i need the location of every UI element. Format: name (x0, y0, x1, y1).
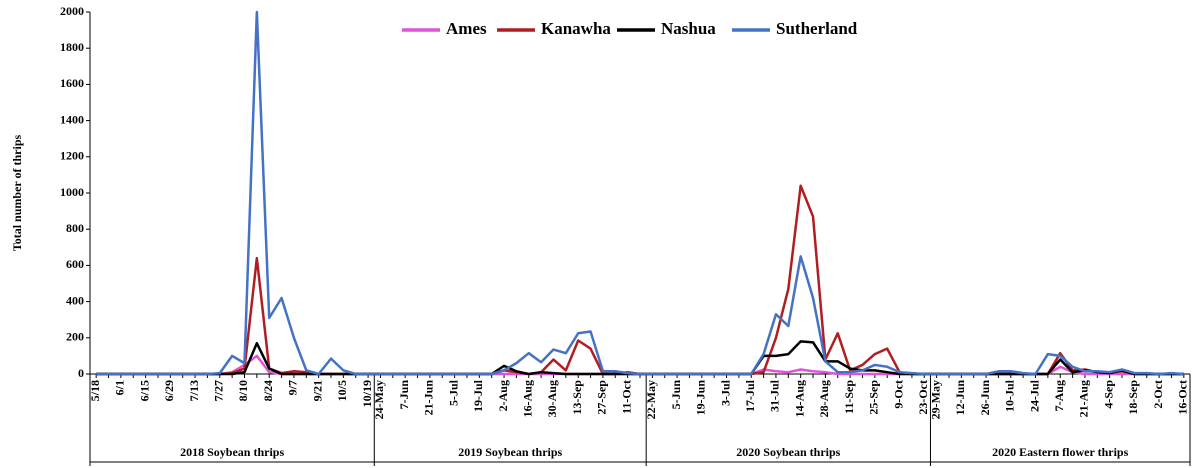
x-tick-label: 8/10 (236, 380, 250, 401)
series-line (96, 354, 1184, 376)
group-label: 2020 Eastern flower thrips (992, 445, 1128, 459)
x-tick-label: 12-Jun (953, 380, 967, 416)
legend-label: Ames (446, 19, 487, 38)
x-tick-label: 31-Jul (768, 379, 782, 412)
legend-label: Kanawha (541, 19, 611, 38)
y-tick-label: 0 (78, 366, 84, 380)
x-tick-label: 10/5 (335, 380, 349, 401)
x-tick-label: 17-Jul (743, 379, 757, 412)
group-label: 2019 Soybean thrips (458, 445, 562, 459)
x-tick-label: 30-Aug (545, 380, 559, 417)
y-tick-label: 1800 (60, 40, 84, 54)
x-tick-label: 29-May (928, 380, 942, 419)
x-tick-label: 9/7 (286, 380, 300, 395)
x-tick-label: 25-Sep (867, 380, 881, 415)
x-tick-label: 23-Oct (916, 380, 930, 415)
x-tick-label: 7-Jun (397, 380, 411, 410)
x-tick-label: 5/18 (88, 380, 102, 401)
x-tick-label: 2-Aug (496, 380, 510, 411)
x-tick-label: 24-May (372, 380, 386, 419)
x-tick-label: 7-Aug (1052, 380, 1066, 411)
x-tick-label: 18-Sep (1126, 380, 1140, 415)
x-tick-label: 7/27 (212, 380, 226, 401)
y-tick-label: 2000 (60, 4, 84, 18)
legend-label: Sutherland (776, 19, 858, 38)
y-tick-label: 800 (66, 221, 84, 235)
x-tick-label: 11-Oct (619, 380, 633, 414)
x-tick-label: 6/1 (113, 380, 127, 395)
x-tick-label: 13-Sep (570, 380, 584, 415)
x-tick-label: 22-May (644, 380, 658, 419)
y-tick-label: 400 (66, 293, 84, 307)
x-tick-label: 21-Aug (1077, 380, 1091, 417)
x-tick-label: 8/24 (261, 380, 275, 401)
y-tick-label: 1400 (60, 112, 84, 126)
y-tick-label: 1200 (60, 149, 84, 163)
x-tick-label: 2-Oct (1151, 380, 1165, 409)
x-tick-label: 16-Oct (1176, 380, 1190, 415)
x-tick-label: 6/29 (162, 380, 176, 401)
y-tick-label: 600 (66, 257, 84, 271)
x-tick-label: 28-Aug (817, 380, 831, 417)
y-tick-label: 1600 (60, 76, 84, 90)
x-tick-label: 3-Jul (718, 379, 732, 406)
y-axis-label: Total number of thrips (10, 134, 24, 251)
y-tick-label: 1000 (60, 185, 84, 199)
x-tick-label: 9-Oct (891, 380, 905, 409)
x-tick-label: 10/19 (360, 380, 374, 407)
x-tick-label: 5-Jun (669, 380, 683, 410)
group-label: 2018 Soybean thrips (180, 445, 284, 459)
x-tick-label: 21-Jun (422, 380, 436, 416)
x-tick-label: 11-Sep (842, 380, 856, 414)
x-tick-label: 7/13 (187, 380, 201, 401)
x-tick-label: 14-Aug (792, 380, 806, 417)
x-tick-label: 19-Jul (471, 379, 485, 412)
x-tick-label: 26-Jun (978, 380, 992, 416)
x-tick-label: 5-Jul (446, 379, 460, 406)
group-label: 2020 Soybean thrips (736, 445, 840, 459)
x-tick-label: 27-Sep (595, 380, 609, 415)
series-line (96, 10, 1184, 376)
legend-label: Nashua (661, 19, 716, 38)
x-tick-label: 9/21 (310, 380, 324, 401)
x-tick-label: 16-Aug (521, 380, 535, 417)
x-tick-label: 19-Jun (694, 380, 708, 416)
x-tick-label: 6/15 (137, 380, 151, 401)
x-tick-label: 10-Jul (1003, 379, 1017, 412)
y-tick-label: 200 (66, 330, 84, 344)
x-tick-label: 24-Jul (1027, 379, 1041, 412)
x-tick-label: 4-Sep (1101, 380, 1115, 409)
